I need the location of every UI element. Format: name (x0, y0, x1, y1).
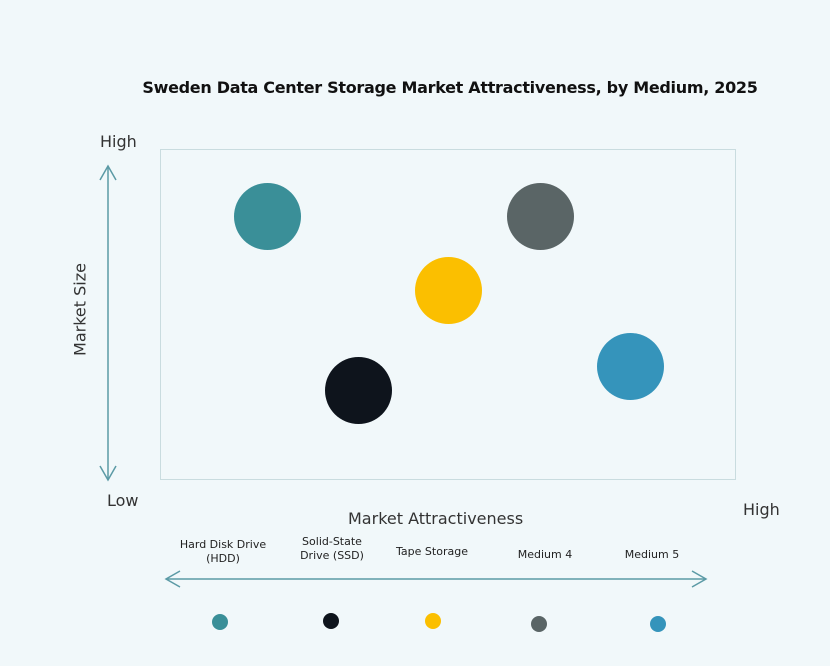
legend-label-medium-4: Medium 4 (517, 548, 573, 561)
legend-label-hdd: Hard Disk Drive (HDD) (179, 538, 267, 565)
chart-title: Sweden Data Center Storage Market Attrac… (142, 78, 758, 97)
legend-label-medium-5: Medium 5 (624, 548, 680, 561)
legend-dot-medium-4 (531, 616, 547, 632)
bubble-hdd (234, 183, 301, 250)
bubble-medium-4 (507, 183, 574, 250)
legend-label-ssd: Solid-State Drive (SSD) (300, 535, 364, 562)
y-high-label: High (100, 132, 137, 151)
bubble-ssd (325, 357, 392, 424)
bubble-tape-storage (415, 257, 482, 324)
legend-dot-tape (425, 613, 441, 629)
y-low-label: Low (107, 491, 139, 510)
bubble-medium-5 (597, 333, 664, 400)
legend-label-tape: Tape Storage (396, 545, 468, 558)
plot-area (160, 149, 736, 480)
legend-dot-medium-5 (650, 616, 666, 632)
x-axis-label: Market Attractiveness (348, 509, 524, 528)
legend-dot-ssd (323, 613, 339, 629)
x-high-label: High (743, 500, 780, 519)
y-axis-label: Market Size (70, 263, 90, 356)
legend-dot-hdd (212, 614, 228, 630)
